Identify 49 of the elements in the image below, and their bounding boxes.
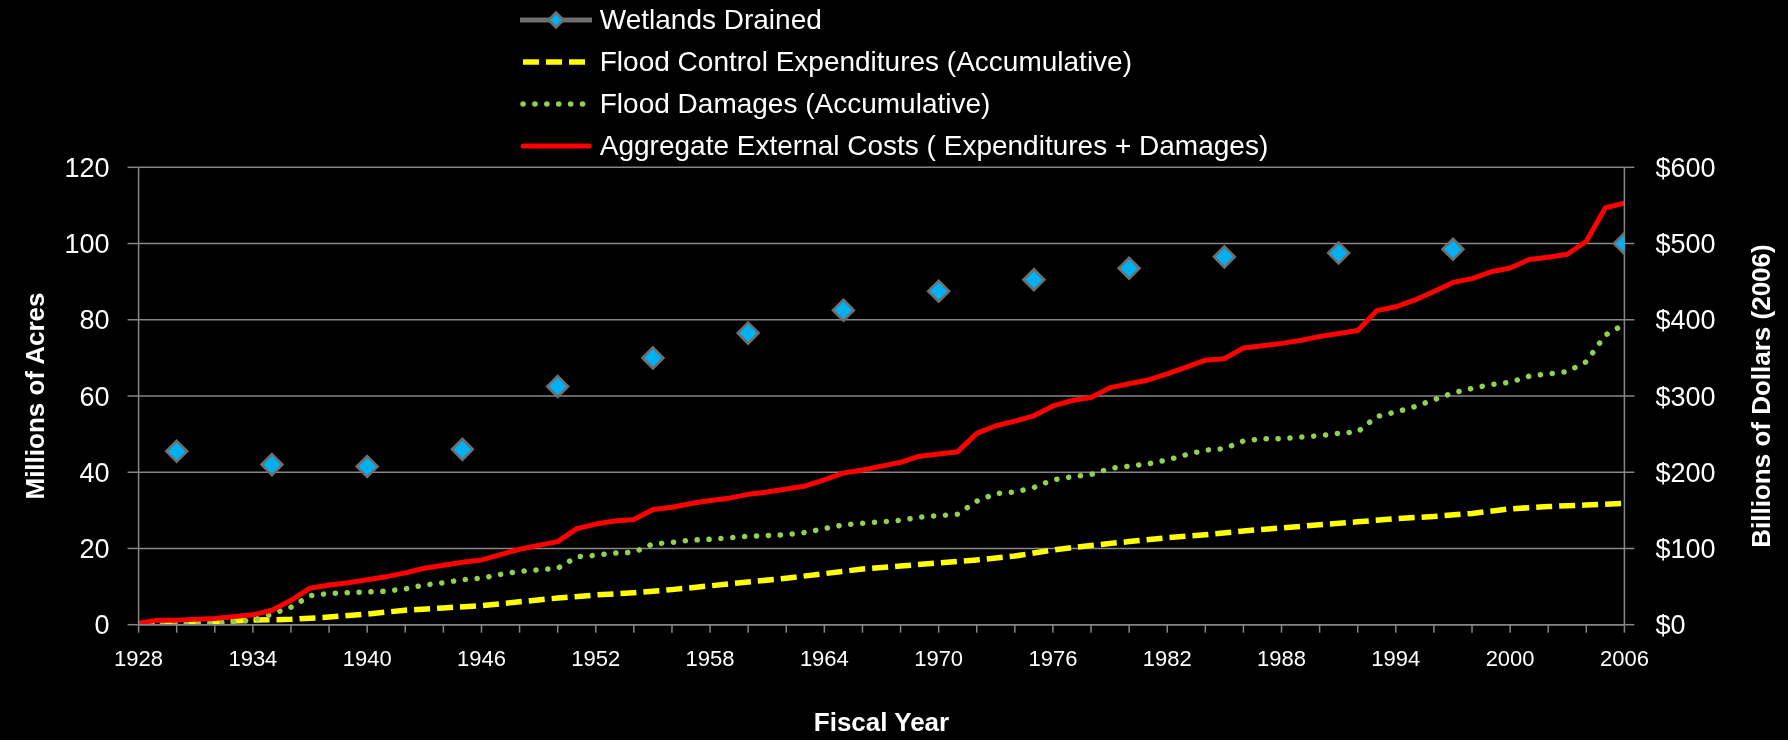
y2-tick-label: $500 — [1655, 229, 1716, 260]
legend-label: Flood Control Expenditures (Accumulative) — [599, 46, 1132, 78]
point — [450, 437, 475, 462]
point — [641, 346, 665, 370]
x-tick-label: 1970 — [914, 646, 964, 672]
y-tick-label: 80 — [79, 305, 110, 336]
y-tick-label: 60 — [79, 381, 110, 412]
point — [831, 298, 856, 322]
point — [545, 374, 570, 399]
x-tick-label: 1982 — [1142, 646, 1192, 672]
x-tick-label: 1928 — [114, 646, 164, 672]
point — [926, 279, 951, 303]
x-tick-label: 1994 — [1371, 646, 1421, 672]
point — [164, 439, 189, 464]
y-tick-label: 40 — [79, 457, 110, 488]
y-tick-label: 120 — [64, 152, 110, 183]
y-tick-label: 0 — [94, 610, 110, 641]
point — [1117, 256, 1141, 281]
y-tick-label: 100 — [64, 229, 110, 260]
x-tick-label: 2000 — [1485, 646, 1535, 672]
x-tick-label: 1952 — [571, 646, 621, 672]
legend-label: Flood Damages (Accumulative) — [599, 88, 991, 120]
y2-tick-label: $100 — [1655, 534, 1716, 565]
point — [260, 452, 284, 477]
x-tick-label: 1940 — [342, 646, 392, 672]
point — [1326, 241, 1351, 265]
x-tick-label: 1976 — [1028, 646, 1078, 672]
x-tick-label: 1934 — [228, 646, 278, 672]
y2-tick-label: $0 — [1655, 610, 1686, 641]
point — [1022, 267, 1046, 292]
point — [355, 454, 379, 479]
x-axis-title: Fiscal Year — [813, 706, 950, 737]
x-tick-label: 1964 — [799, 646, 849, 672]
y2-tick-label: $400 — [1655, 305, 1716, 336]
y2-axis-title: Billions of Dollars (2006) — [1746, 244, 1776, 548]
point — [1212, 245, 1237, 269]
x-tick-label: 1946 — [457, 646, 506, 672]
y2-tick-label: $300 — [1655, 381, 1716, 412]
x-tick-label: 1958 — [685, 646, 735, 672]
y-tick-label: 20 — [79, 534, 110, 565]
y-axis-title: Millions of Acres — [20, 292, 50, 500]
legend-label: Wetlands Drained — [599, 4, 822, 36]
x-tick-label: 1988 — [1257, 646, 1306, 672]
legend-label: Aggregate External Costs ( Expenditures + Damages) — [599, 130, 1269, 162]
x-tick-label: 2006 — [1599, 646, 1649, 672]
y2-tick-label: $200 — [1655, 457, 1716, 488]
point — [736, 321, 760, 345]
point — [1441, 237, 1465, 261]
y2-tick-label: $600 — [1655, 152, 1716, 183]
